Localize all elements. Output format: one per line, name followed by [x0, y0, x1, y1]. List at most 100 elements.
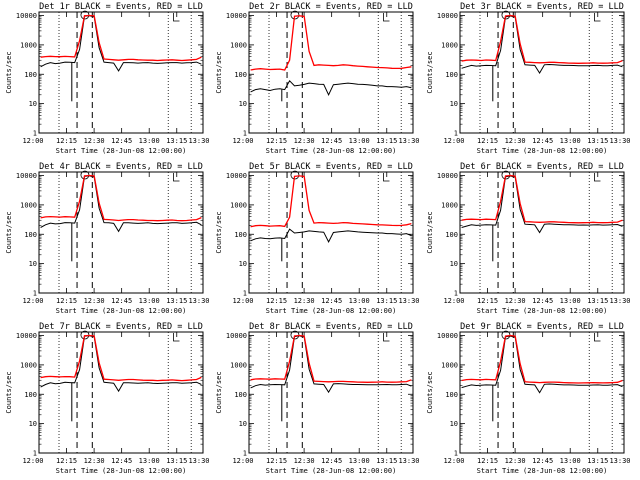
x-tick-label: 13:30: [609, 297, 630, 305]
x-tick-label: 13:15: [376, 297, 397, 305]
panel-title: Det 6r BLACK = Events, RED = LLD: [460, 162, 624, 172]
y-tick-label: 10: [450, 420, 458, 428]
x-axis-label: Start Time (28-Jun-08 12:00:00): [56, 147, 187, 155]
x-tick-label: 12:30: [294, 297, 315, 305]
y-tick-label: 100: [445, 391, 458, 399]
lld-series-line: [40, 14, 202, 62]
x-tick-label: 12:45: [111, 297, 132, 305]
plot-frame: [248, 171, 414, 294]
x-tick-label: 13:15: [166, 457, 187, 465]
x-tick-label: 13:15: [166, 137, 187, 145]
x-tick-label: 13:00: [139, 137, 160, 145]
x-tick-label: 12:30: [505, 457, 526, 465]
x-tick-label: 12:00: [443, 457, 464, 465]
end-marker-icon: [173, 333, 180, 342]
y-tick-label: 1: [243, 290, 247, 298]
plot-frame: [38, 171, 204, 294]
plot-frame: [248, 11, 414, 134]
y-tick-label: 1000: [20, 201, 37, 209]
x-tick-label: 12:30: [84, 137, 105, 145]
x-tick-label: 13:15: [587, 457, 608, 465]
x-tick-label: 13:00: [349, 297, 370, 305]
y-tick-label: 1000: [230, 201, 247, 209]
panel-det-5: Det 5r BLACK = Events, RED = LLD 1 10 100 10…: [215, 162, 420, 315]
x-tick-label: 12:30: [294, 137, 315, 145]
lld-series-line: [461, 174, 623, 224]
x-tick-label: 13:00: [349, 457, 370, 465]
x-axis-label: Start Time (28-Jun-08 12:00:00): [477, 467, 608, 475]
lld-series-line: [250, 175, 412, 228]
panel-title: Det 2r BLACK = Events, RED = LLD: [249, 2, 413, 12]
x-tick-label: 12:15: [266, 137, 287, 145]
lld-series-line: [461, 14, 623, 64]
y-tick-label: 100: [445, 231, 458, 239]
x-tick-label: 13:00: [560, 297, 581, 305]
x-tick-label: 13:15: [587, 137, 608, 145]
x-tick-label: 12:15: [56, 457, 77, 465]
x-tick-label: 13:00: [139, 297, 160, 305]
x-tick-label: 12:30: [294, 457, 315, 465]
x-tick-label: 12:30: [84, 457, 105, 465]
x-tick-label: 12:45: [321, 457, 342, 465]
y-axis-label: Counts/sec: [5, 211, 13, 253]
y-tick-label: 10: [29, 100, 37, 108]
x-axis-label: Start Time (28-Jun-08 12:00:00): [266, 467, 397, 475]
y-tick-label: 1000: [230, 361, 247, 369]
y-tick-label: 10: [29, 420, 37, 428]
x-tick-label: 12:00: [232, 297, 253, 305]
events-series-line: [40, 175, 202, 233]
y-tick-label: 10: [29, 260, 37, 268]
plot-frame: [459, 11, 625, 134]
y-tick-label: 10000: [437, 12, 458, 20]
events-series-line: [40, 15, 202, 72]
end-marker-icon: [383, 173, 390, 182]
y-tick-label: 10: [239, 260, 247, 268]
y-tick-label: 10000: [16, 332, 37, 340]
y-tick-label: 1000: [441, 201, 458, 209]
plot-frame: [459, 331, 625, 454]
x-axis-label: Start Time (28-Jun-08 12:00:00): [56, 307, 187, 315]
y-tick-label: 100: [234, 391, 247, 399]
y-axis-label: Counts/sec: [215, 371, 223, 413]
lld-series-line: [250, 334, 412, 383]
y-tick-label: 10: [450, 100, 458, 108]
y-tick-label: 10: [239, 100, 247, 108]
lld-series-line: [40, 174, 202, 222]
events-series-line: [40, 335, 202, 393]
x-tick-label: 12:45: [532, 137, 553, 145]
y-tick-label: 1000: [230, 41, 247, 49]
plot-frame: [38, 331, 204, 454]
y-tick-label: 1: [243, 450, 247, 458]
plot-frame: [248, 331, 414, 454]
panel-title: Det 5r BLACK = Events, RED = LLD: [249, 162, 413, 172]
y-tick-label: 1: [454, 290, 458, 298]
x-tick-label: 12:30: [84, 297, 105, 305]
panel-det-2: Det 2r BLACK = Events, RED = LLD 1 10 100 10…: [215, 2, 420, 155]
y-tick-label: 10000: [437, 172, 458, 180]
y-axis-label: Counts/sec: [426, 211, 434, 253]
lld-series-line: [461, 334, 623, 384]
x-axis-label: Start Time (28-Jun-08 12:00:00): [477, 307, 608, 315]
x-tick-label: 13:15: [166, 297, 187, 305]
x-tick-label: 12:30: [505, 137, 526, 145]
x-tick-label: 12:15: [56, 137, 77, 145]
panel-det-8: Det 8r BLACK = Events, RED = LLD 1 10 100 10…: [215, 322, 420, 475]
x-tick-label: 13:15: [376, 457, 397, 465]
y-axis-label: Counts/sec: [426, 371, 434, 413]
x-tick-label: 13:30: [188, 297, 209, 305]
y-tick-label: 1000: [20, 361, 37, 369]
x-tick-label: 12:15: [477, 297, 498, 305]
x-tick-label: 12:15: [56, 297, 77, 305]
y-tick-label: 1000: [441, 361, 458, 369]
events-series-line: [250, 79, 412, 96]
x-tick-label: 13:15: [587, 297, 608, 305]
panel-title: Det 3r BLACK = Events, RED = LLD: [460, 2, 624, 12]
panel-det-4: Det 4r BLACK = Events, RED = LLD 1 10 100 10…: [5, 162, 210, 315]
x-tick-label: 12:00: [443, 297, 464, 305]
y-tick-label: 10: [450, 260, 458, 268]
x-tick-label: 12:45: [321, 297, 342, 305]
y-tick-label: 10: [239, 420, 247, 428]
panel-title: Det 4r BLACK = Events, RED = LLD: [39, 162, 203, 172]
panel-title: Det 7r BLACK = Events, RED = LLD: [39, 322, 203, 332]
y-axis-label: Counts/sec: [5, 371, 13, 413]
